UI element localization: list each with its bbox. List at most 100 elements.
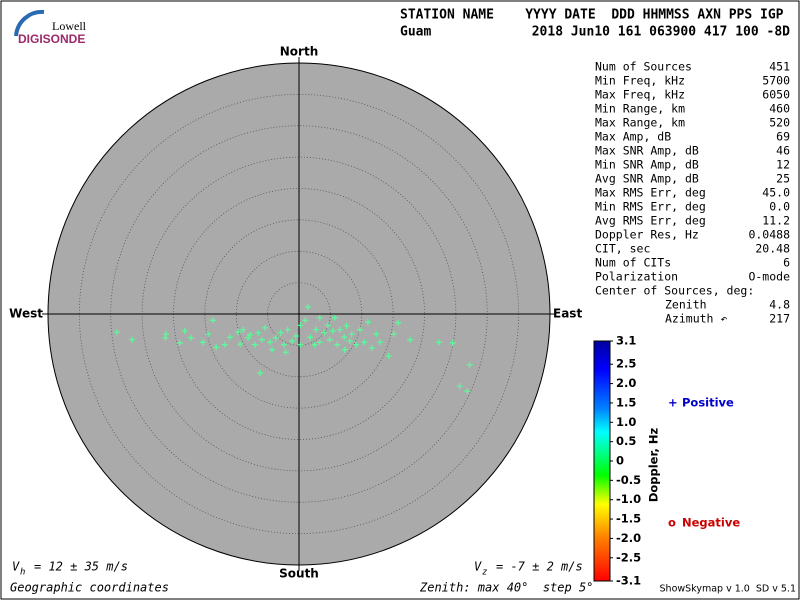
source-point: [284, 326, 291, 333]
stat-label: Max Freq, kHz: [595, 88, 685, 102]
dir-east: East: [553, 307, 582, 321]
source-point: [162, 334, 169, 341]
dir-south: South: [279, 567, 319, 581]
stat-value: 460: [769, 102, 790, 116]
stat-label: Doppler Res, Hz: [595, 228, 699, 242]
header-values: 2018 Jun10 161 063900 417 100 -8D: [532, 25, 790, 40]
source-point: [376, 339, 383, 346]
stat-value: O-mode: [748, 270, 790, 284]
stat-label: Min Freq, kHz: [595, 74, 685, 88]
source-point: [361, 339, 368, 346]
source-point: [346, 337, 353, 344]
legend-symbol: +: [668, 396, 678, 410]
source-point: [114, 329, 121, 336]
source-point: [385, 353, 392, 360]
version: ShowSkymap v 1.0 SD v 5.1: [660, 584, 796, 595]
source-point: [297, 341, 304, 348]
stat-value: 45.0: [762, 186, 790, 200]
stat-value: 0.0: [769, 200, 790, 214]
source-point: [329, 327, 336, 334]
stat-label: Max RMS Err, deg: [595, 186, 706, 200]
stat-value: 11.2: [762, 214, 790, 228]
vh-text: = 12 ± 35 m/s: [34, 560, 128, 574]
source-point: [316, 339, 323, 346]
source-point: [280, 341, 287, 348]
stat-label: Avg SNR Amp, dB: [595, 172, 699, 186]
stat-label: CIT, sec: [595, 242, 650, 256]
source-point: [245, 334, 252, 341]
source-point: [213, 344, 220, 351]
stat-label: Min Range, km: [595, 102, 685, 116]
source-point: [297, 322, 304, 329]
source-point: [435, 339, 442, 346]
source-point: [331, 314, 338, 321]
source-point: [456, 383, 463, 390]
source-point: [321, 329, 328, 336]
colorbar-label: Doppler, Hz: [647, 428, 661, 503]
colorbar-tick-label: -3.1: [616, 574, 641, 588]
source-point: [210, 317, 217, 324]
center-title: Center of Sources, deg:: [595, 284, 754, 298]
center-value: 217: [769, 312, 790, 326]
stat-value: 6050: [762, 88, 790, 102]
stat-value: 25: [776, 172, 790, 186]
source-point: [316, 314, 323, 321]
header-station: Guam: [400, 25, 431, 40]
stat-label: Min RMS Err, deg: [595, 200, 706, 214]
source-point: [199, 339, 206, 346]
source-point: [226, 334, 233, 341]
center-value: 4.8: [769, 298, 790, 312]
source-point: [334, 341, 341, 348]
source-point: [269, 346, 276, 353]
stat-value: 520: [769, 116, 790, 130]
stat-value: 5700: [762, 74, 790, 88]
source-point: [311, 341, 318, 348]
source-point: [343, 322, 350, 329]
source-point: [324, 322, 331, 329]
source-point: [312, 326, 319, 333]
stat-value: 451: [769, 60, 790, 74]
source-point: [257, 369, 264, 376]
colorbar-tick-label: 2.0: [616, 376, 636, 390]
vh-symbol: V: [12, 560, 20, 574]
center-label: Zenith: [665, 298, 707, 312]
source-point: [258, 336, 265, 343]
source-point: [356, 326, 363, 333]
source-point: [272, 334, 279, 341]
stat-label: Polarization: [595, 270, 678, 284]
source-point: [326, 336, 333, 343]
source-point: [353, 341, 360, 348]
zenith-info: Zenith: max 40° step 5°: [419, 581, 593, 595]
source-point: [395, 319, 402, 326]
source-point: [255, 329, 262, 336]
source-point: [176, 339, 183, 346]
stat-label: Max SNR Amp, dB: [595, 144, 699, 158]
colorbar-tick-label: 0: [616, 454, 624, 468]
source-point: [235, 329, 242, 336]
colorbar-tick-label: -1.0: [616, 492, 641, 506]
source-point: [341, 334, 348, 341]
source-point: [304, 304, 311, 311]
stat-value: 12: [776, 158, 790, 172]
vz-sub: z: [482, 568, 487, 578]
source-point: [240, 326, 247, 333]
colorbar-tick-label: 3.1: [616, 334, 636, 348]
stat-value: 6: [783, 256, 790, 270]
source-point: [267, 339, 274, 346]
source-point: [466, 361, 473, 368]
stat-value: 46: [776, 144, 790, 158]
vz-symbol: V: [474, 560, 482, 574]
source-point: [373, 331, 380, 338]
colorbar-tick-label: -2.0: [616, 531, 641, 545]
vz-text: = -7 ± 2 m/s: [496, 560, 583, 574]
source-point: [390, 331, 397, 338]
logo-swoosh: [14, 9, 45, 37]
source-point: [365, 319, 372, 326]
colorbar-tick-label: -0.5: [616, 473, 641, 487]
source-point: [348, 331, 355, 338]
stat-label: Num of Sources: [595, 60, 692, 74]
source-point: [262, 324, 269, 331]
legend-symbol: o: [668, 516, 676, 530]
